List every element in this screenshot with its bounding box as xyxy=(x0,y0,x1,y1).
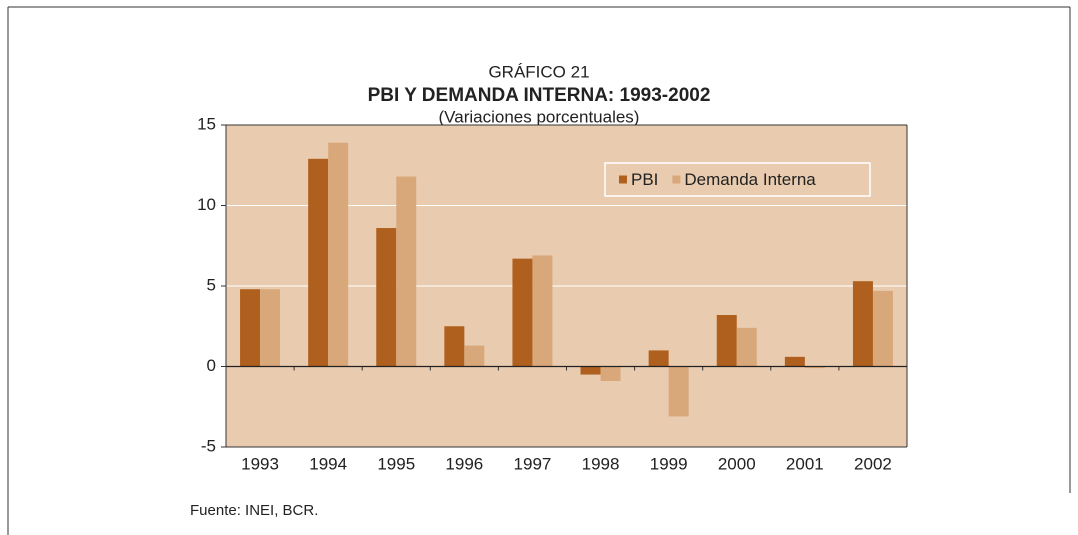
chart-heading: GRÁFICO 21 xyxy=(488,62,589,81)
y-tick-label: 5 xyxy=(207,275,216,294)
chart-subtitle: (Variaciones porcentuales) xyxy=(439,107,640,126)
x-tick-label: 2001 xyxy=(786,454,824,473)
bar xyxy=(240,289,261,367)
x-tick-label: 2002 xyxy=(854,454,892,473)
bar xyxy=(444,326,465,367)
x-tick-label: 1996 xyxy=(445,454,483,473)
x-tick-label: 1998 xyxy=(582,454,620,473)
bar xyxy=(580,366,601,375)
bar xyxy=(804,366,825,369)
x-tick-label: 1997 xyxy=(514,454,552,473)
source-note: Fuente: INEI, BCR. xyxy=(190,502,318,519)
bar xyxy=(784,356,805,367)
bar xyxy=(464,345,485,367)
bar xyxy=(532,255,553,367)
chart-title: PBI Y DEMANDA INTERNA: 1993-2002 xyxy=(368,85,711,106)
legend-swatch xyxy=(619,175,627,184)
legend-label: PBI xyxy=(631,170,658,189)
x-tick-label: 1995 xyxy=(377,454,415,473)
y-tick-label: 15 xyxy=(197,114,216,133)
y-tick-label: 0 xyxy=(207,356,216,375)
bar xyxy=(396,176,417,367)
bar xyxy=(328,142,349,367)
bar xyxy=(668,366,689,417)
bar xyxy=(852,281,873,367)
y-tick-label: 10 xyxy=(197,195,216,214)
x-tick-label: 1993 xyxy=(241,454,279,473)
legend-label: Demanda Interna xyxy=(684,170,816,189)
legend-swatch xyxy=(672,175,681,184)
bar xyxy=(512,258,533,367)
y-tick-label: -5 xyxy=(201,436,216,455)
x-tick-label: 1994 xyxy=(309,454,347,473)
bar xyxy=(716,314,737,367)
bar xyxy=(376,228,397,367)
x-tick-label: 1999 xyxy=(650,454,688,473)
bar xyxy=(648,350,669,367)
bar xyxy=(872,290,893,367)
legend-box xyxy=(604,162,871,197)
bar xyxy=(308,158,329,367)
bar xyxy=(736,327,757,367)
x-tick-label: 2000 xyxy=(718,454,756,473)
bar xyxy=(600,366,621,381)
bar xyxy=(260,289,281,367)
